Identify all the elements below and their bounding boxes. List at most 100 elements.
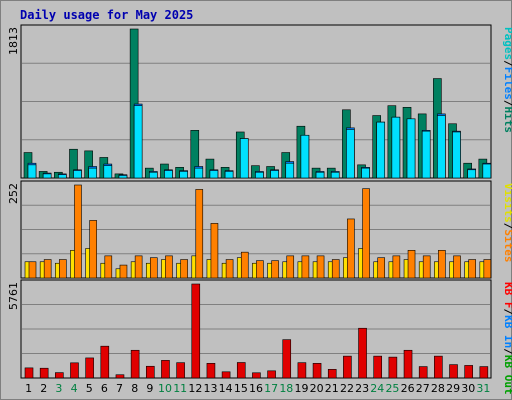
x-tick-label-23: 23 [355,382,369,395]
bar-kb-day-8 [130,349,140,379]
x-tick-label-29: 29 [446,382,460,395]
bar-sites-day-12 [195,189,204,279]
bar-pages-day-19 [300,134,310,179]
bar-pages-day-29 [452,131,461,179]
x-tick-label-9: 9 [146,382,153,395]
bar-pages-day-17 [270,170,279,179]
bar-sites-day-18 [286,255,295,279]
bar-pages-day-11 [179,171,188,179]
bar-pages-day-22 [346,129,355,179]
x-tick-label-22: 22 [340,382,354,395]
bar-kb-day-15 [236,362,246,379]
bar-sites-day-31 [483,259,492,279]
x-tick-label-31: 31 [476,382,490,395]
bar-kb-day-16 [252,372,261,379]
legend-entry: / [502,309,512,316]
bar-kb-day-18 [282,339,292,379]
bar-pages-day-14 [224,171,234,179]
bar-pages-day-25 [391,116,401,179]
bar-pages-day-10 [164,170,173,179]
bar-kb-day-3 [55,372,64,379]
x-tick-label-1: 1 [25,382,32,395]
panel-1-ymax-label: 252 [7,183,20,204]
bar-kb-day-14 [221,371,231,379]
bar-pages-day-20 [315,171,325,179]
bar-pages-day-6 [103,165,113,179]
bar-pages-day-18 [285,162,295,179]
bar-pages-day-15 [239,138,249,179]
bar-kb-day-26 [403,349,413,379]
bar-pages-day-16 [255,171,264,179]
bar-kb-day-5 [85,357,94,379]
bar-pages-day-5 [88,167,97,179]
x-tick-label-19: 19 [294,382,308,395]
legend-entry: Pages [502,27,512,60]
chart-title: Daily usage for May 2025 [20,8,194,22]
bar-kb-day-31 [479,366,489,379]
bar-pages-day-2 [42,173,52,179]
bar-sites-day-19 [301,255,310,279]
x-tick-label-12: 12 [188,382,202,395]
x-tick-label-18: 18 [279,382,293,395]
bar-sites-day-25 [392,255,401,279]
bar-sites-day-15 [240,251,249,279]
panel-2-legend: KB F/KB In/KB Out [502,282,512,395]
bar-kb-day-29 [449,364,458,379]
bar-sites-day-17 [271,260,279,279]
x-tick-label-13: 13 [204,382,218,395]
bar-sites-day-13 [210,223,219,279]
bar-pages-day-3 [58,174,67,179]
bar-kb-day-27 [418,366,428,379]
x-tick-label-5: 5 [86,382,93,395]
bar-sites-day-10 [165,255,173,279]
panel-0-legend: Pages/Files/Hits [502,27,512,133]
bar-kb-day-24 [373,355,383,379]
bar-sites-day-23 [362,188,370,279]
legend-entry: Hits [502,107,512,134]
x-tick-label-15: 15 [234,382,248,395]
bar-sites-day-3 [59,259,67,279]
legend-entry: Visits [502,183,512,223]
x-tick-label-17: 17 [264,382,278,395]
legend-entry: / [502,100,512,107]
bar-sites-day-24 [377,257,386,279]
bar-sites-day-1 [28,261,37,279]
x-tick-label-24: 24 [370,382,384,395]
bar-pages-day-12 [194,167,204,179]
legend-entry: KB In [502,315,512,348]
x-tick-label-26: 26 [401,382,415,395]
bar-sites-day-8 [134,255,143,279]
legend-entry: / [502,348,512,355]
bar-sites-day-20 [316,255,325,279]
bar-sites-day-9 [149,257,158,279]
bar-pages-day-30 [467,169,476,179]
x-tick-label-28: 28 [431,382,445,395]
legend-entry: / [502,223,512,230]
bar-sites-day-4 [74,184,82,279]
bar-sites-day-2 [43,259,52,279]
bar-kb-day-6 [100,345,110,379]
bar-kb-day-23 [358,327,367,379]
bar-pages-day-7 [118,175,128,179]
bar-kb-day-4 [70,362,79,379]
legend-entry: KB F [502,282,512,309]
bar-sites-day-29 [453,255,461,279]
bar-kb-day-12 [191,283,201,379]
bar-kb-day-25 [388,356,398,379]
bar-pages-day-21 [330,171,340,179]
bar-sites-day-30 [468,259,476,279]
bar-pages-day-4 [73,170,82,179]
bar-sites-day-14 [225,259,234,279]
bar-sites-day-28 [438,250,446,279]
x-tick-label-8: 8 [131,382,138,395]
bar-kb-day-28 [434,355,443,379]
x-tick-label-3: 3 [55,382,62,395]
bar-pages-day-9 [148,171,158,179]
bar-kb-day-20 [312,363,322,379]
panel-0-ymax-label: 1813 [7,27,20,55]
bar-pages-day-31 [482,163,492,179]
x-tick-label-7: 7 [116,382,123,395]
bar-sites-day-22 [347,218,355,279]
bar-kb-day-2 [39,367,49,379]
